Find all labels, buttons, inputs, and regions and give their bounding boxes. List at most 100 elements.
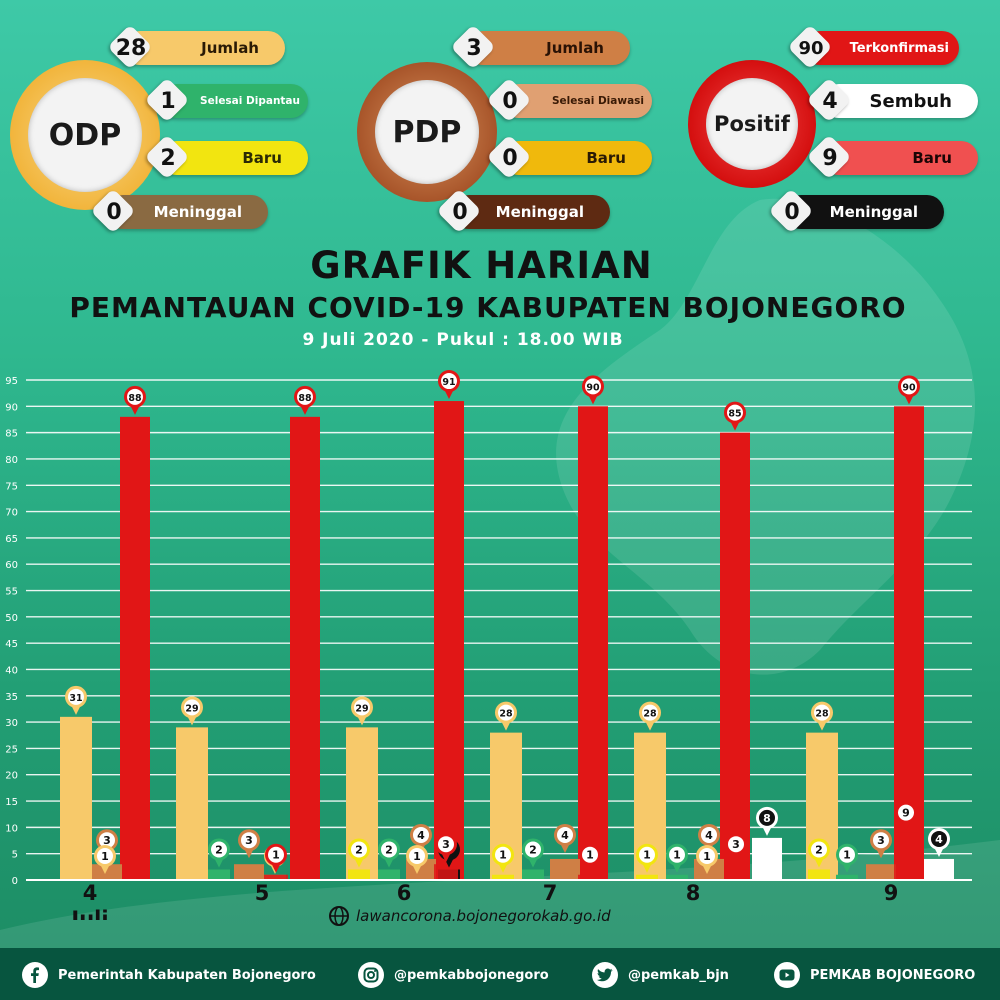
pdp-jumlah-value: 3 — [466, 35, 482, 61]
odp-selesai-label: Selesai Dipantau — [200, 95, 300, 107]
svg-text:88: 88 — [298, 393, 312, 404]
y-tick-label: 60 — [5, 560, 18, 571]
x-tick-label: 9 — [884, 881, 899, 905]
svg-text:1: 1 — [673, 849, 681, 862]
website-link[interactable]: lawancorona.bojonegorokab.go.id — [328, 905, 611, 927]
bar-baru-odp — [348, 869, 370, 880]
odp-jumlah-pill: 28 Jumlah — [107, 24, 285, 70]
data-label: 28 — [639, 701, 661, 731]
pdp-selesai-label: Selesai Diawasi — [551, 95, 644, 107]
data-label: 29 — [351, 696, 373, 726]
y-tick-label: 95 — [5, 376, 18, 387]
bar-selesai — [522, 869, 544, 880]
bar-baru-odp — [492, 874, 514, 880]
data-label: 85 — [724, 401, 746, 431]
y-tick-label: 55 — [5, 587, 18, 598]
svg-text:88: 88 — [128, 393, 142, 404]
odp-baru-value: 2 — [160, 145, 176, 171]
instagram-link[interactable]: @pemkabbojonegoro — [358, 962, 549, 988]
bar-odp — [60, 716, 92, 880]
y-tick-label: 10 — [5, 823, 18, 834]
positif-meninggal-value: 0 — [784, 199, 800, 225]
y-tick-label: 35 — [5, 692, 18, 703]
data-label: 4 — [554, 823, 576, 853]
svg-text:31: 31 — [69, 693, 82, 704]
data-label: 28 — [811, 701, 833, 731]
data-label: 2 — [208, 838, 230, 868]
svg-text:3: 3 — [877, 834, 885, 847]
svg-text:29: 29 — [355, 703, 368, 714]
svg-text:90: 90 — [586, 382, 600, 393]
svg-text:1: 1 — [586, 849, 594, 862]
bar-odp — [176, 727, 208, 880]
data-label: 3 — [435, 833, 457, 863]
positif-sembuh-label: Sembuh — [869, 90, 952, 112]
globe-icon — [329, 906, 349, 926]
y-tick-label: 70 — [5, 508, 18, 519]
bar-selesai — [836, 874, 858, 880]
svg-text:1: 1 — [499, 849, 507, 862]
facebook-text: Pemerintah Kabupaten Bojonegoro — [58, 967, 316, 983]
pdp-baru-value: 0 — [502, 145, 518, 171]
y-tick-label: 40 — [5, 665, 18, 676]
bar-selesai — [208, 869, 230, 880]
svg-text:1: 1 — [272, 849, 280, 862]
y-tick-label: 85 — [5, 429, 18, 440]
chart-subtitle: PEMANTAUAN COVID-19 KABUPATEN BOJONEGORO — [69, 291, 907, 324]
footer-bar: Pemerintah Kabupaten Bojonegoro @pemkabb… — [0, 948, 1000, 1000]
facebook-icon — [22, 962, 48, 988]
odp-ring: ODP — [10, 60, 160, 210]
x-tick-label: 7 — [543, 881, 558, 905]
svg-text:28: 28 — [499, 709, 513, 720]
svg-text:1: 1 — [413, 850, 421, 863]
pdp-meninggal-value: 0 — [452, 199, 468, 225]
odp-baru-pill: 2 Baru — [144, 134, 308, 180]
svg-text:2: 2 — [385, 843, 393, 856]
pdp-meninggal-pill: 0 Meninggal — [436, 188, 610, 234]
instagram-text: @pemkabbojonegoro — [394, 967, 549, 983]
pdp-baru-pill: 0 Baru — [486, 134, 652, 180]
positif-baru-value: 9 — [822, 145, 838, 171]
y-tick-label: 25 — [5, 744, 18, 755]
bar-positif — [290, 416, 320, 880]
bar-baru-odp — [808, 869, 830, 880]
bar-baru-positif — [434, 864, 458, 880]
svg-text:3: 3 — [245, 834, 253, 847]
odp-label: ODP — [28, 78, 142, 192]
facebook-link[interactable]: Pemerintah Kabupaten Bojonegoro — [22, 962, 316, 988]
odp-meninggal-label: Meninggal — [153, 203, 242, 221]
data-label: 3 — [725, 833, 747, 863]
data-label: 31 — [65, 685, 87, 715]
data-label: 1 — [265, 843, 287, 873]
svg-text:2: 2 — [355, 843, 363, 856]
bar-positif — [578, 406, 608, 880]
bar-baru-positif — [578, 874, 602, 880]
data-label: 9 — [895, 801, 917, 831]
bar-baru-pdp — [94, 874, 116, 880]
bar-sembuh — [924, 858, 954, 880]
svg-text:4: 4 — [705, 829, 713, 842]
pdp-ring: PDP — [357, 62, 497, 202]
svg-text:28: 28 — [643, 709, 657, 720]
youtube-link[interactable]: PEMKAB BOJONEGORO — [774, 962, 975, 988]
bar-pdp — [234, 864, 264, 880]
data-label: 1 — [666, 843, 688, 873]
data-label: 4 — [928, 827, 950, 857]
data-label: 2 — [522, 838, 544, 868]
svg-text:1: 1 — [643, 849, 651, 862]
data-label: 1 — [696, 845, 718, 874]
svg-text:2: 2 — [215, 843, 223, 856]
bar-baru-odp — [636, 874, 658, 880]
bar-pdp — [866, 864, 896, 880]
y-tick-label: 30 — [5, 718, 18, 729]
y-tick-label: 5 — [12, 850, 18, 861]
positif-meninggal-pill: 0 Meninggal — [768, 188, 944, 234]
positif-meninggal-label: Meninggal — [829, 203, 918, 221]
data-label: 2 — [378, 838, 400, 868]
bar-baru-pdp — [696, 874, 718, 880]
twitter-link[interactable]: @pemkab_bjn — [592, 962, 729, 988]
x-tick-label: 6 — [397, 881, 412, 905]
svg-text:3: 3 — [442, 838, 450, 851]
data-label: 8 — [756, 806, 778, 836]
data-label: 88 — [294, 385, 316, 415]
